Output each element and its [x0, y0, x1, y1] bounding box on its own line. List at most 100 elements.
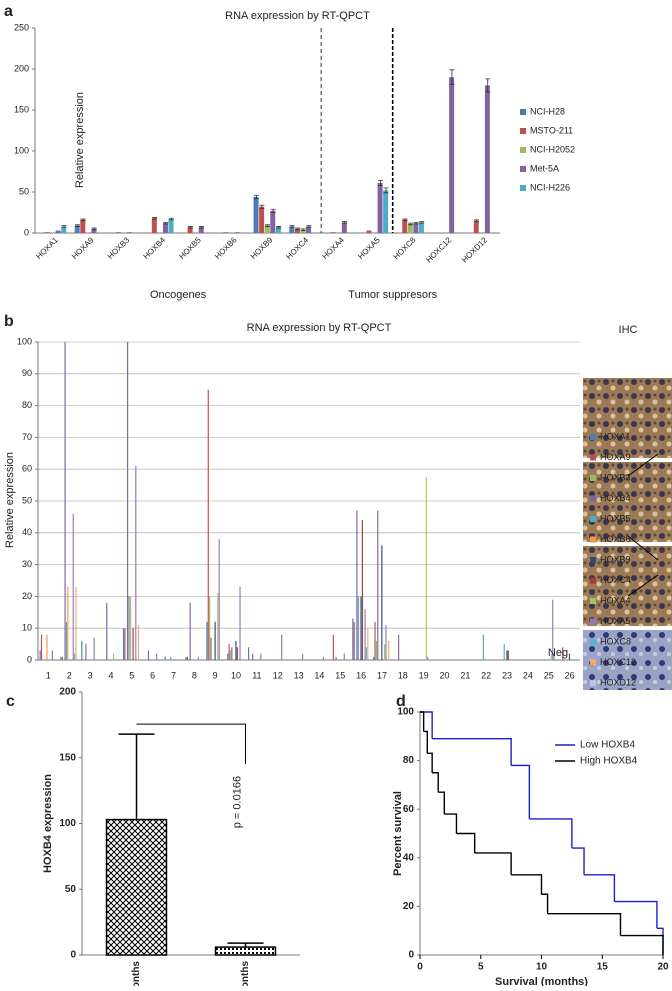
x-tick-label: 19	[419, 670, 429, 680]
legend-label: HOXA4	[600, 595, 631, 605]
bar	[40, 634, 43, 660]
legend-swatch	[590, 659, 596, 666]
bar	[65, 621, 68, 660]
bar	[55, 230, 61, 233]
bar	[553, 653, 555, 660]
bar	[357, 596, 359, 660]
bar	[374, 621, 376, 660]
bar	[113, 653, 115, 660]
bar	[356, 510, 358, 660]
y-tick-label: 10	[22, 623, 32, 633]
bar	[507, 650, 509, 660]
x-tick-label: 1	[46, 670, 51, 680]
bar	[231, 647, 233, 660]
bar	[418, 222, 424, 233]
y-tick-label: 20	[22, 591, 32, 601]
bar	[330, 232, 336, 233]
legend-swatch	[520, 128, 526, 134]
error-bar	[413, 221, 419, 225]
bar	[289, 226, 295, 233]
x-tick-label: ≥ 6 months	[240, 961, 251, 986]
bar	[127, 342, 129, 660]
survival-step	[541, 893, 549, 914]
legend-swatch	[520, 185, 526, 191]
x-tick-label: HOXA1	[34, 235, 60, 261]
bar	[384, 644, 386, 660]
bar	[170, 656, 172, 660]
bar	[147, 650, 150, 660]
y-tick-label: 30	[22, 559, 32, 569]
bar	[375, 640, 377, 660]
x-tick-label: HOXB3	[106, 235, 132, 261]
legend-swatch	[590, 598, 596, 604]
error-bar	[408, 222, 414, 226]
group-label: Tumor suppresors	[348, 289, 437, 301]
bar	[214, 946, 277, 956]
connector	[627, 574, 659, 597]
bar	[207, 389, 209, 660]
legend-label: HOXB6	[600, 534, 631, 544]
bar	[135, 466, 137, 660]
legend-label: HOXC8	[600, 636, 631, 646]
y-tick-label: 50	[19, 186, 29, 196]
bar	[128, 596, 130, 660]
legend-label: HOXA5	[600, 616, 631, 626]
error-bar	[449, 69, 455, 85]
bar	[301, 653, 304, 660]
y-tick-label: 0	[24, 227, 29, 237]
bar	[365, 647, 368, 660]
bar	[473, 220, 479, 233]
bar	[482, 634, 484, 660]
survival-step	[432, 772, 439, 793]
y-axis-label: HOXB4 expression	[42, 774, 54, 873]
bar	[360, 596, 362, 660]
bar	[210, 637, 212, 660]
x-tick-label: 15	[335, 670, 345, 680]
error-bar	[74, 224, 80, 227]
bar	[366, 230, 372, 233]
bar	[377, 510, 379, 660]
bar	[227, 653, 229, 660]
bar	[388, 640, 390, 660]
bar	[127, 232, 133, 233]
bar	[228, 644, 230, 660]
bar	[361, 520, 363, 660]
bar	[91, 228, 97, 233]
legend-label: HOXA9	[600, 452, 631, 462]
bar	[552, 599, 554, 660]
bar	[281, 634, 283, 660]
x-tick-label: HOXC4	[284, 235, 310, 261]
panel-letter: c	[6, 693, 15, 710]
y-tick-label: 60	[403, 804, 415, 815]
x-tick-label: 14	[314, 670, 324, 680]
error-bar	[402, 218, 408, 222]
x-tick-label: 22	[481, 670, 491, 680]
x-tick-label: 3	[88, 670, 93, 680]
survival-step	[614, 900, 658, 929]
bar	[124, 628, 126, 660]
survival-step	[423, 730, 428, 754]
y-tick-label: 20	[403, 901, 415, 912]
y-axis-label: Percent survival	[392, 791, 404, 876]
x-tick-label: 25	[544, 670, 554, 680]
survival-step	[420, 711, 433, 739]
bar	[223, 232, 229, 233]
y-tick-label: 80	[22, 400, 32, 410]
x-tick-label: 16	[356, 670, 366, 680]
y-tick-label: 100	[17, 336, 32, 346]
legend-label: HOXB5	[600, 513, 631, 523]
survival-step	[444, 813, 458, 834]
legend-swatch	[590, 536, 596, 543]
legend-swatch	[520, 109, 526, 115]
bar	[402, 219, 408, 233]
y-tick-label: 150	[14, 104, 29, 114]
x-tick-label: 21	[460, 670, 470, 680]
chart-title: RNA expression by RT-QPCT	[225, 10, 370, 22]
bar	[116, 232, 122, 233]
bar	[217, 593, 219, 660]
survival-step	[456, 832, 476, 853]
bar	[61, 226, 67, 233]
legend-label: Low HOXB4	[580, 740, 635, 751]
bar	[506, 650, 508, 660]
x-tick-label: 20	[657, 962, 669, 973]
